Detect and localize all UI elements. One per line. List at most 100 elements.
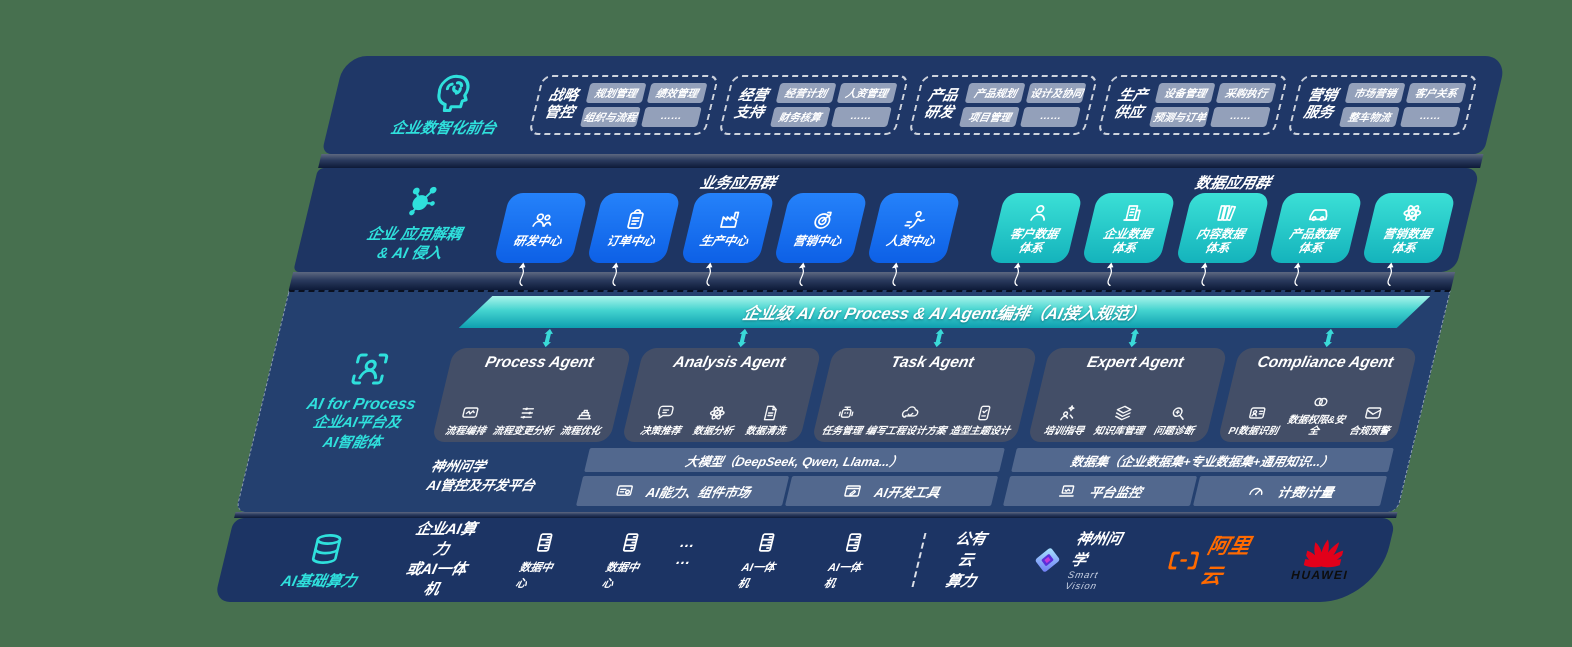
- chip: ……: [830, 107, 892, 127]
- task-agent-card: Task Agent 任务管理 编写工程设计方案 造型主题设计: [811, 348, 1038, 442]
- dataset-band: 数据集（企业数据集+专业数据集+通用知识...）: [1010, 448, 1394, 472]
- chip: 规划管理: [585, 83, 647, 103]
- business-app-group: 业务应用群 研发中心 订单中心: [491, 172, 966, 272]
- ai-layer-label-3: AI智能体: [321, 435, 384, 451]
- data-box-label: 产品数据体系: [1288, 226, 1340, 255]
- agent-title: Compliance Agent: [1255, 354, 1396, 371]
- smart-vision-sub: Smart Vision: [1063, 570, 1100, 592]
- cloud-pen-icon: [898, 403, 923, 423]
- atom-icon: [1397, 201, 1427, 225]
- agent-item-label: 流程优化: [559, 426, 602, 437]
- aliyun-name: 阿里云: [1197, 535, 1253, 588]
- infra-label-block: AI基础算力: [253, 530, 396, 591]
- ai-layer-label-2: 企业AI平台及: [311, 415, 403, 432]
- molecule-icon: [398, 181, 448, 221]
- factory-icon: [714, 208, 744, 232]
- layers-icon: [1111, 403, 1136, 423]
- ai-devtools-cell: AI开发工具: [784, 476, 999, 506]
- chip: 项目管理: [959, 107, 1021, 127]
- ai-capability-cell: AI能力、组件市场: [575, 476, 790, 506]
- server-icon: [616, 530, 647, 555]
- server-icon: [752, 530, 783, 555]
- group-product: 产品研发 产品规划 设计及协同 项目管理 ……: [907, 75, 1099, 135]
- group-title: 营销服务: [1302, 87, 1340, 121]
- business-group-title: 业务应用群: [698, 175, 778, 192]
- app-box-label: 人资中心: [884, 233, 937, 248]
- analysis-agent-card: Analysis Agent 决策推荐 数据分析 数据清洗: [621, 348, 822, 442]
- app-box-marketing: 营销中心: [773, 193, 868, 263]
- chip: 采购执行: [1215, 83, 1277, 103]
- model-group: 大模型（DeepSeek, Qwen, Llama...） AI能力、组件市场 …: [575, 448, 1005, 506]
- front-office-groups: 战略管控 规划管理 绩效管理 组织与流程 …… 经营支持 经营计划 人资管理 财…: [522, 48, 1485, 162]
- agent-item-label: 培训指导: [1042, 426, 1086, 437]
- platform-title-2: AI管控及开发平台: [425, 478, 537, 493]
- compute-label-1: 企业AI算力: [414, 520, 479, 558]
- chip: 人资管理: [836, 83, 898, 103]
- target-icon: [808, 208, 838, 232]
- infra-layer: AI基础算力 企业AI算力 或AI一体机 数据中心 数据中心 … … AI一体机: [213, 518, 1397, 602]
- agents-row: Process Agent 流程编排 流程变更分析 流程优化 Analysis …: [431, 348, 1418, 442]
- server-icon: [838, 530, 869, 555]
- aliyun-bracket-icon: [1168, 551, 1200, 569]
- app-layer-label-block: 企业 应用解耦 & AI 侵入: [319, 172, 515, 272]
- agent-title: Process Agent: [483, 354, 596, 371]
- agent-item-label: 编写工程设计方案: [864, 426, 948, 437]
- agent-item-label: 知识库管理: [1092, 426, 1146, 437]
- data-box-customer: 客户数据体系: [988, 193, 1084, 263]
- robot-icon: [834, 403, 859, 423]
- app-box-label: 研发中心: [511, 233, 564, 248]
- node-label: 数据中心: [600, 561, 641, 590]
- front-office-label: 企业数智化前台: [388, 120, 499, 138]
- agent-item-label: PI数据识别: [1227, 426, 1280, 437]
- agent-title: Analysis Agent: [671, 354, 788, 371]
- node-label: AI一体机: [822, 561, 863, 590]
- data-box-enterprise: 企业数据体系: [1081, 193, 1177, 263]
- linked-rings-icon: [1308, 392, 1333, 412]
- app-layer: 企业 应用解耦 & AI 侵入 业务应用群 研发中心 订单中心: [293, 168, 1481, 272]
- agent-item-label: 决策推荐: [639, 426, 682, 437]
- doc-gear-icon: [757, 403, 782, 423]
- group-operation: 经营支持 经营计划 人资管理 财务核算 ……: [717, 75, 910, 135]
- agent-item-label: 流程变更分析: [491, 426, 555, 437]
- person-scan-icon: [344, 348, 396, 390]
- agent-item-label: 造型主题设计: [948, 426, 1012, 437]
- chip: 客户关系: [1405, 83, 1467, 103]
- compliance-agent-card: Compliance Agent PI数据识别 数据权限&安全 合规预警: [1217, 348, 1418, 442]
- chip: ……: [1210, 107, 1271, 127]
- platform-title-1: 神州问学: [429, 459, 488, 475]
- ai-orchestration-bar: 企业级 AI for Process & AI Agent编排（AI接入规范）: [459, 296, 1431, 328]
- app-layer-label-2: & AI 侵入: [375, 245, 444, 262]
- team-icon: [528, 208, 558, 232]
- process-agent-card: Process Agent 流程编排 流程变更分析 流程优化: [431, 348, 632, 442]
- agent-item-label: 数据权限&安全: [1286, 415, 1347, 437]
- app-box-label: 生产中心: [698, 233, 750, 248]
- smart-vision-name: 神州问学: [1069, 531, 1124, 569]
- mail-alert-icon: [1361, 403, 1386, 423]
- trainer-icon: [1056, 403, 1081, 423]
- node-aibox-2: AI一体机: [823, 530, 876, 591]
- agent-item-label: 任务管理: [820, 426, 864, 437]
- group-strategy: 战略管控 规划管理 绩效管理 组织与流程 ……: [528, 75, 720, 135]
- node-datacenter-2: 数据中心: [600, 530, 653, 591]
- clipboard-icon: [621, 208, 651, 232]
- app-box-order: 订单中心: [586, 193, 682, 263]
- dataset-group: 数据集（企业数据集+专业数据集+通用知识...） 平台监控 计费/计量: [1002, 448, 1394, 506]
- node-aibox-1: AI一体机: [736, 530, 789, 591]
- chip: 市场营销: [1344, 83, 1406, 103]
- node-datacenter-1: 数据中心: [514, 530, 567, 591]
- infra-label: AI基础算力: [279, 572, 359, 590]
- data-box-marketing: 营销数据体系: [1361, 193, 1457, 263]
- group-supply: 生产供应 设备管理 采购执行 预测与订单 ……: [1097, 75, 1289, 135]
- node-label: AI一体机: [736, 561, 777, 590]
- aliyun-logo: 阿里云: [1163, 530, 1266, 590]
- bar-agent-arrows: [454, 328, 1423, 348]
- agent-item-label: 数据清洗: [744, 426, 787, 437]
- data-box-label: 营销数据体系: [1381, 226, 1434, 255]
- agent-title: Expert Agent: [1085, 354, 1186, 371]
- agent-item-label: 问题诊断: [1152, 426, 1196, 437]
- group-marketing: 营销服务 市场营销 客户关系 整车物流 ……: [1287, 75, 1479, 135]
- sliders-icon: [515, 403, 540, 423]
- chip: 设计及协同: [1026, 83, 1087, 103]
- database-icon: [303, 530, 350, 568]
